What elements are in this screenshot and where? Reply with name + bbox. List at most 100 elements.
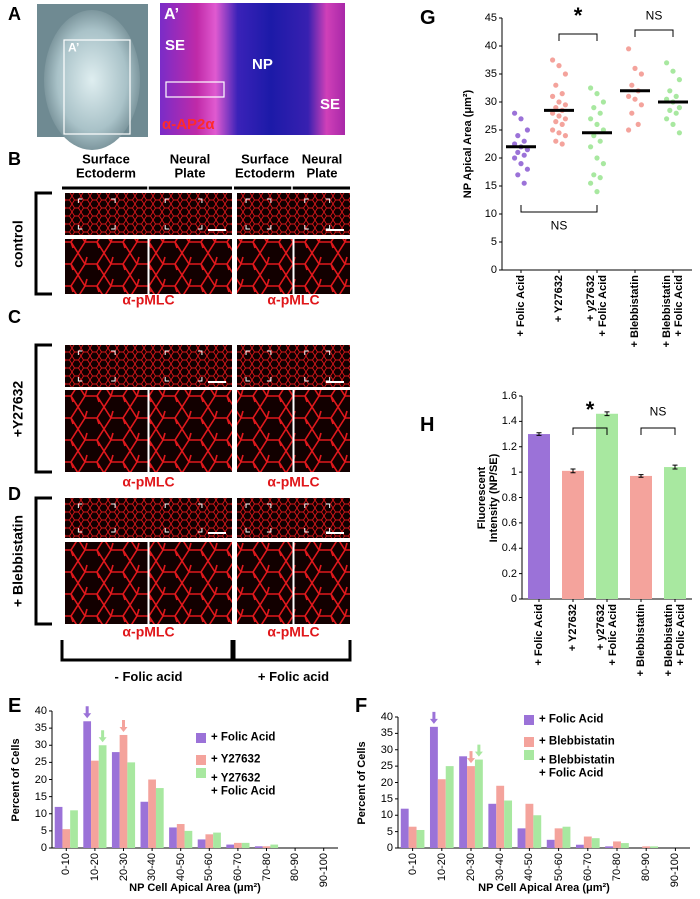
y-axis-label: Fluorescent Intensity (NP/SE) — [475, 453, 500, 542]
y-tick-label: 40 — [34, 704, 47, 717]
bar — [429, 726, 438, 848]
stain-label: α-pMLC — [122, 473, 175, 490]
error-bar — [638, 474, 644, 478]
legend-label: + Blebbistatin — [539, 735, 615, 748]
bar — [445, 766, 454, 848]
roi-corners — [77, 503, 116, 533]
x-tick-label: 10-20 — [435, 853, 448, 882]
data-point — [524, 127, 531, 133]
data-point — [556, 63, 562, 69]
x-tick-label: 50-60 — [552, 853, 565, 882]
y-tick-label: 30 — [380, 743, 393, 756]
data-point — [515, 149, 521, 155]
data-point — [676, 105, 683, 111]
data-point — [638, 71, 645, 77]
bar — [642, 846, 651, 848]
data-point — [562, 102, 569, 108]
bar — [613, 841, 621, 848]
roi-corners — [304, 198, 331, 230]
bar — [62, 829, 71, 848]
panel-letter: A’ — [164, 6, 180, 24]
x-tick-label: 50-60 — [203, 853, 216, 882]
bar — [488, 803, 497, 848]
bar — [205, 834, 214, 848]
bar — [591, 838, 600, 848]
data-point — [559, 141, 565, 147]
condition-bracket — [232, 640, 352, 662]
bar — [528, 434, 550, 599]
legend-swatch — [524, 750, 534, 760]
data-point — [588, 85, 594, 91]
x-tick-label: + Y27632 — [552, 275, 565, 323]
overview-image — [237, 498, 350, 538]
data-point — [673, 93, 679, 99]
y-tick-label: 1.2 — [501, 440, 517, 453]
bar — [474, 759, 483, 848]
significance-label: NS — [649, 404, 667, 419]
data-point — [638, 102, 645, 108]
roi-corners — [304, 350, 331, 382]
roi-corners — [245, 198, 272, 230]
data-point — [562, 71, 569, 77]
x-tick-label: + Folic Acid — [532, 604, 545, 666]
y-tick-label: 25 — [484, 123, 497, 136]
legend-swatch — [524, 737, 534, 747]
data-point — [588, 144, 594, 150]
x-tick-label: + Blebbistatin + Folic Acid — [660, 275, 685, 348]
x-tick-label: 40-50 — [523, 853, 536, 882]
overview-image — [65, 345, 232, 387]
region-label: SE — [320, 95, 341, 113]
bar — [54, 806, 63, 848]
data-point — [562, 116, 569, 122]
data-point — [553, 105, 559, 111]
y-tick-label: 0.8 — [501, 491, 517, 504]
data-point — [594, 121, 600, 127]
x-tick-label: 20-30 — [464, 853, 477, 882]
y-tick-label: 15 — [34, 790, 47, 803]
y-tick-label: 45 — [484, 11, 497, 24]
bar — [596, 413, 618, 599]
bar — [111, 752, 120, 848]
ap2-image — [160, 3, 345, 135]
data-point — [588, 180, 594, 186]
stain-label: α-pMLC — [122, 291, 175, 308]
error-bar — [536, 432, 542, 436]
x-tick-label: 10-20 — [88, 853, 101, 882]
y-axis-label: NP Apical Area (μm²) — [461, 89, 474, 199]
bar — [664, 467, 686, 599]
bar — [148, 779, 156, 848]
data-point — [673, 110, 679, 116]
y-tick-label: 20 — [484, 151, 497, 164]
error-bar — [604, 411, 610, 417]
y-tick-label: 15 — [380, 792, 393, 805]
legend-swatch — [196, 768, 206, 778]
x-tick-label: 60-70 — [581, 853, 594, 882]
data-point — [550, 127, 556, 133]
data-point — [553, 138, 559, 144]
bar — [262, 846, 271, 848]
roi-corners — [304, 503, 331, 533]
data-point — [556, 130, 562, 136]
x-axis-label: NP Cell Apical Area (μm²) — [478, 881, 610, 894]
panel-letter: C — [8, 307, 21, 328]
bar — [184, 830, 193, 848]
data-point — [518, 161, 524, 167]
panel-letter: G — [420, 7, 436, 29]
x-tick-label: 70-80 — [610, 853, 623, 882]
x-tick-label: 30-40 — [494, 853, 507, 882]
stain-label: α-pMLC — [122, 623, 175, 640]
column-header: Surface Ectoderm — [235, 151, 295, 181]
data-point — [600, 161, 607, 167]
y-tick-label: 0 — [40, 841, 47, 854]
panel-letter: E — [8, 695, 22, 717]
x-tick-label: + y27632 + Folic Acid — [584, 275, 609, 337]
row-label: +Y27632 — [9, 380, 26, 437]
bar — [234, 842, 242, 848]
condition-label: + Folic acid — [257, 668, 330, 684]
data-point — [553, 82, 559, 88]
data-point — [591, 105, 597, 111]
bar — [546, 839, 555, 848]
legend-label: + Folic Acid — [211, 731, 276, 744]
data-point — [559, 121, 565, 127]
overview-image — [65, 498, 232, 538]
